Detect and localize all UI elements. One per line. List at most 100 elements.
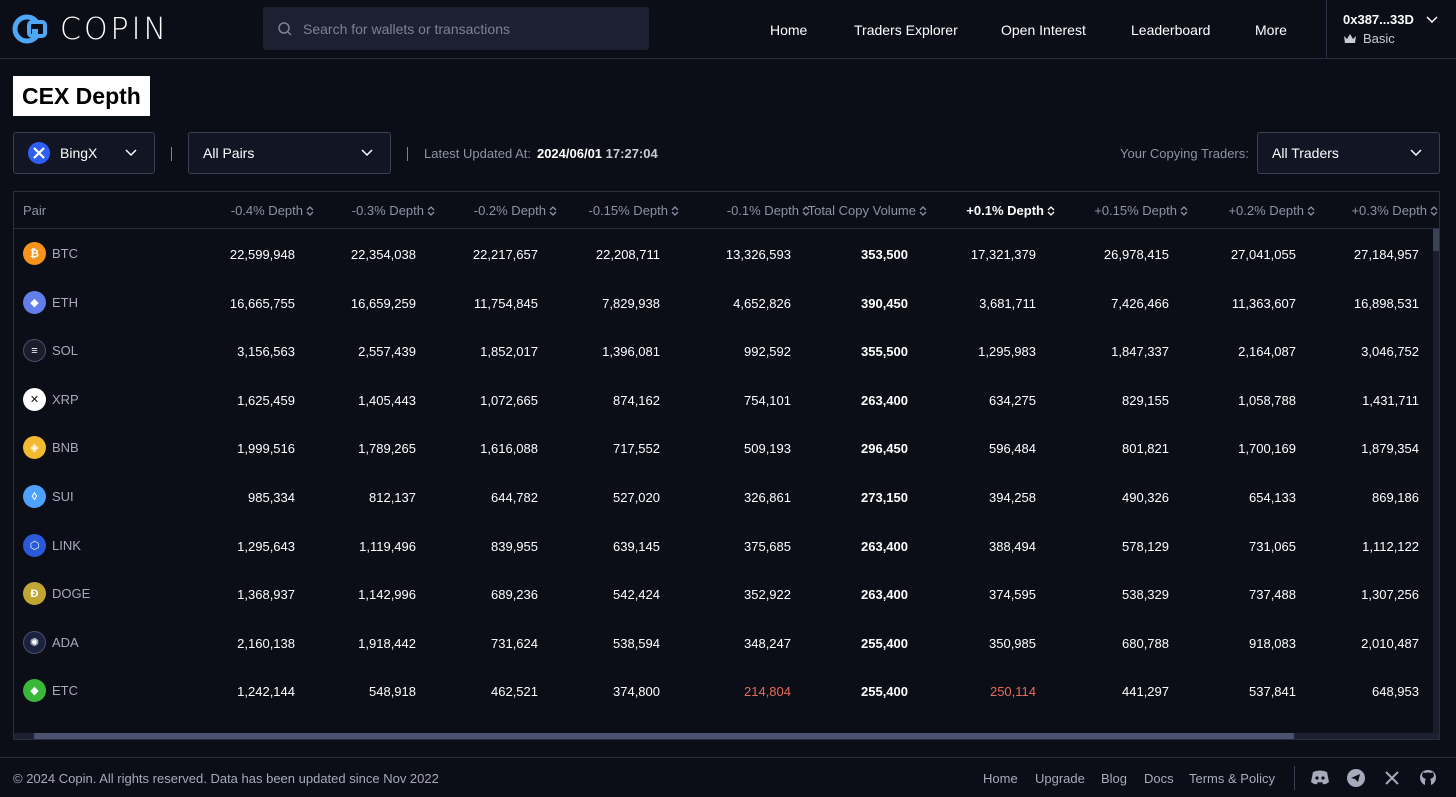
vertical-scroll-thumb[interactable] — [1433, 229, 1439, 251]
table-row[interactable]: ◈ BNB 1,999,516 1,789,265 1,616,088 717,552 50… — [14, 424, 1434, 472]
column-header-1[interactable]: -0.4% Depth — [231, 203, 314, 218]
pair-cell: ◆ ETC — [23, 679, 78, 703]
traders-select[interactable]: All Traders — [1257, 132, 1440, 174]
discord-icon[interactable] — [1310, 768, 1330, 788]
column-header-5[interactable]: -0.1% Depth — [727, 203, 810, 218]
table-cell: 829,155 — [1122, 392, 1169, 408]
table-cell: 263,400 — [861, 392, 908, 408]
table-row[interactable]: ₿ BTC 22,599,948 22,354,038 22,217,657 22,208… — [14, 230, 1434, 278]
table-row[interactable]: ≡ SOL 3,156,563 2,557,439 1,852,017 1,396,081… — [14, 327, 1434, 375]
table-cell: 1,295,983 — [978, 344, 1036, 360]
table-cell: 737,488 — [1249, 587, 1296, 603]
table-cell: 263,400 — [861, 538, 908, 554]
table-cell: 326,861 — [744, 490, 791, 505]
vertical-scrollbar[interactable] — [1433, 229, 1439, 739]
sol-icon: ≡ — [23, 339, 46, 363]
column-header-6[interactable]: Total Copy Volume — [808, 203, 927, 218]
pair-name: ETH — [52, 294, 78, 310]
nav-open-interest[interactable]: Open Interest — [1001, 21, 1086, 38]
table-cell: 490,326 — [1122, 490, 1169, 505]
telegram-icon[interactable] — [1346, 768, 1366, 788]
table-cell: 352,922 — [744, 587, 791, 603]
search-input[interactable] — [303, 20, 623, 37]
pair-name: BTC — [52, 246, 78, 261]
table-cell: 731,624 — [491, 635, 538, 651]
latest-updated: Latest Updated At: 2024/06/01 17:27:04 — [424, 146, 658, 161]
table-cell: 839,955 — [491, 538, 538, 554]
table-row[interactable]: ✺ ADA 2,160,138 1,918,442 731,624 538,594 348,… — [14, 619, 1434, 667]
table-row[interactable]: ◆ ETC 1,242,144 548,918 462,521 374,800 214,80… — [14, 667, 1434, 715]
nav-leaderboard[interactable]: Leaderboard — [1131, 21, 1211, 38]
table-cell: 1,879,354 — [1361, 441, 1419, 457]
footer-link-upgrade[interactable]: Upgrade — [1035, 771, 1085, 786]
sort-icon — [919, 205, 927, 217]
pair-name: DOGE — [52, 586, 91, 602]
divider — [1294, 766, 1295, 790]
pairs-select[interactable]: All Pairs — [188, 132, 391, 174]
table-cell: 263,400 — [861, 587, 908, 603]
table-row[interactable]: ◊ SUI 985,334 812,137 644,782 527,020 326,861 2… — [14, 473, 1434, 521]
table-cell: 1,142,996 — [358, 587, 416, 603]
table-cell: 538,329 — [1122, 587, 1169, 603]
table-cell: 1,999,516 — [237, 441, 295, 457]
sort-icon — [549, 205, 557, 217]
table-row[interactable]: ⬡ LINK 1,295,643 1,119,496 839,955 639,145 375… — [14, 522, 1434, 570]
sui-icon: ◊ — [23, 485, 46, 508]
sort-icon — [671, 205, 679, 217]
github-icon[interactable] — [1418, 768, 1438, 788]
footer-link-terms[interactable]: Terms & Policy — [1189, 771, 1275, 786]
column-header-4[interactable]: -0.15% Depth — [589, 203, 680, 218]
column-header-9[interactable]: +0.2% Depth — [1228, 203, 1315, 218]
table-row[interactable]: ◆ ETH 16,665,755 16,659,259 11,754,845 7,829,… — [14, 279, 1434, 327]
table-cell: 1,058,788 — [1238, 392, 1296, 408]
x-icon[interactable] — [1382, 768, 1402, 788]
table-cell: 1,918,442 — [358, 635, 416, 651]
ada-icon: ✺ — [23, 630, 46, 654]
divider — [171, 147, 172, 161]
footer-link-blog[interactable]: Blog — [1101, 771, 1128, 786]
column-header-label: +0.15% Depth — [1094, 203, 1177, 218]
column-header-3[interactable]: -0.2% Depth — [474, 203, 557, 218]
nav-more[interactable]: More — [1255, 21, 1287, 38]
table-cell: 874,162 — [613, 392, 660, 408]
column-header-7[interactable]: +0.1% Depth — [966, 203, 1055, 218]
nav-home[interactable]: Home — [770, 21, 808, 38]
search-icon — [278, 21, 292, 36]
table-cell: 509,193 — [744, 441, 791, 457]
table-cell: 4,652,826 — [733, 295, 791, 311]
divider — [407, 147, 408, 161]
table-cell: 717,552 — [613, 441, 660, 457]
table-cell: 1,242,144 — [237, 684, 295, 700]
exchange-select[interactable]: BingX — [13, 132, 155, 174]
column-header-2[interactable]: -0.3% Depth — [352, 203, 435, 218]
copyright: © 2024 Copin. All rights reserved. Data … — [13, 771, 439, 786]
copying-traders-label: Your Copying Traders: — [1120, 146, 1249, 161]
table-row[interactable]: Ð DOGE 1,368,937 1,142,996 689,236 542,424 352… — [14, 570, 1434, 618]
pair-name: ADA — [52, 634, 79, 650]
table-cell: 1,119,496 — [359, 538, 416, 554]
nav-traders-explorer[interactable]: Traders Explorer — [854, 21, 958, 38]
column-header-label: -0.4% Depth — [230, 203, 303, 218]
column-header-8[interactable]: +0.15% Depth — [1094, 203, 1188, 218]
pair-name: XRP — [52, 391, 79, 407]
sort-icon — [1180, 205, 1188, 217]
account-menu[interactable]: 0x387...33D Basic — [1326, 0, 1456, 59]
search-box[interactable] — [263, 7, 649, 50]
horizontal-scroll-thumb[interactable] — [34, 733, 1294, 739]
table-row[interactable]: ✕ XRP 1,625,459 1,405,443 1,072,665 874,162 75… — [14, 376, 1434, 424]
footer-link-docs[interactable]: Docs — [1144, 771, 1174, 786]
table-cell: 754,101 — [744, 392, 791, 408]
top-header: COPIN Home Traders Explorer Open Interes… — [0, 0, 1456, 59]
table-cell: 538,594 — [613, 635, 660, 651]
table-cell: 869,186 — [1372, 490, 1419, 505]
link-icon: ⬡ — [23, 533, 46, 557]
table-cell: 3,681,711 — [979, 295, 1036, 311]
table-cell: 2,160,138 — [237, 635, 295, 651]
table-cell: 1,789,265 — [358, 441, 416, 457]
copin-logo[interactable]: COPIN — [12, 11, 169, 47]
column-header-10[interactable]: +0.3% Depth — [1351, 203, 1438, 218]
table-cell: 22,354,038 — [350, 247, 416, 262]
btc-icon: ₿ — [23, 242, 46, 265]
chevron-down-icon — [361, 149, 373, 157]
footer-link-home[interactable]: Home — [983, 771, 1018, 786]
